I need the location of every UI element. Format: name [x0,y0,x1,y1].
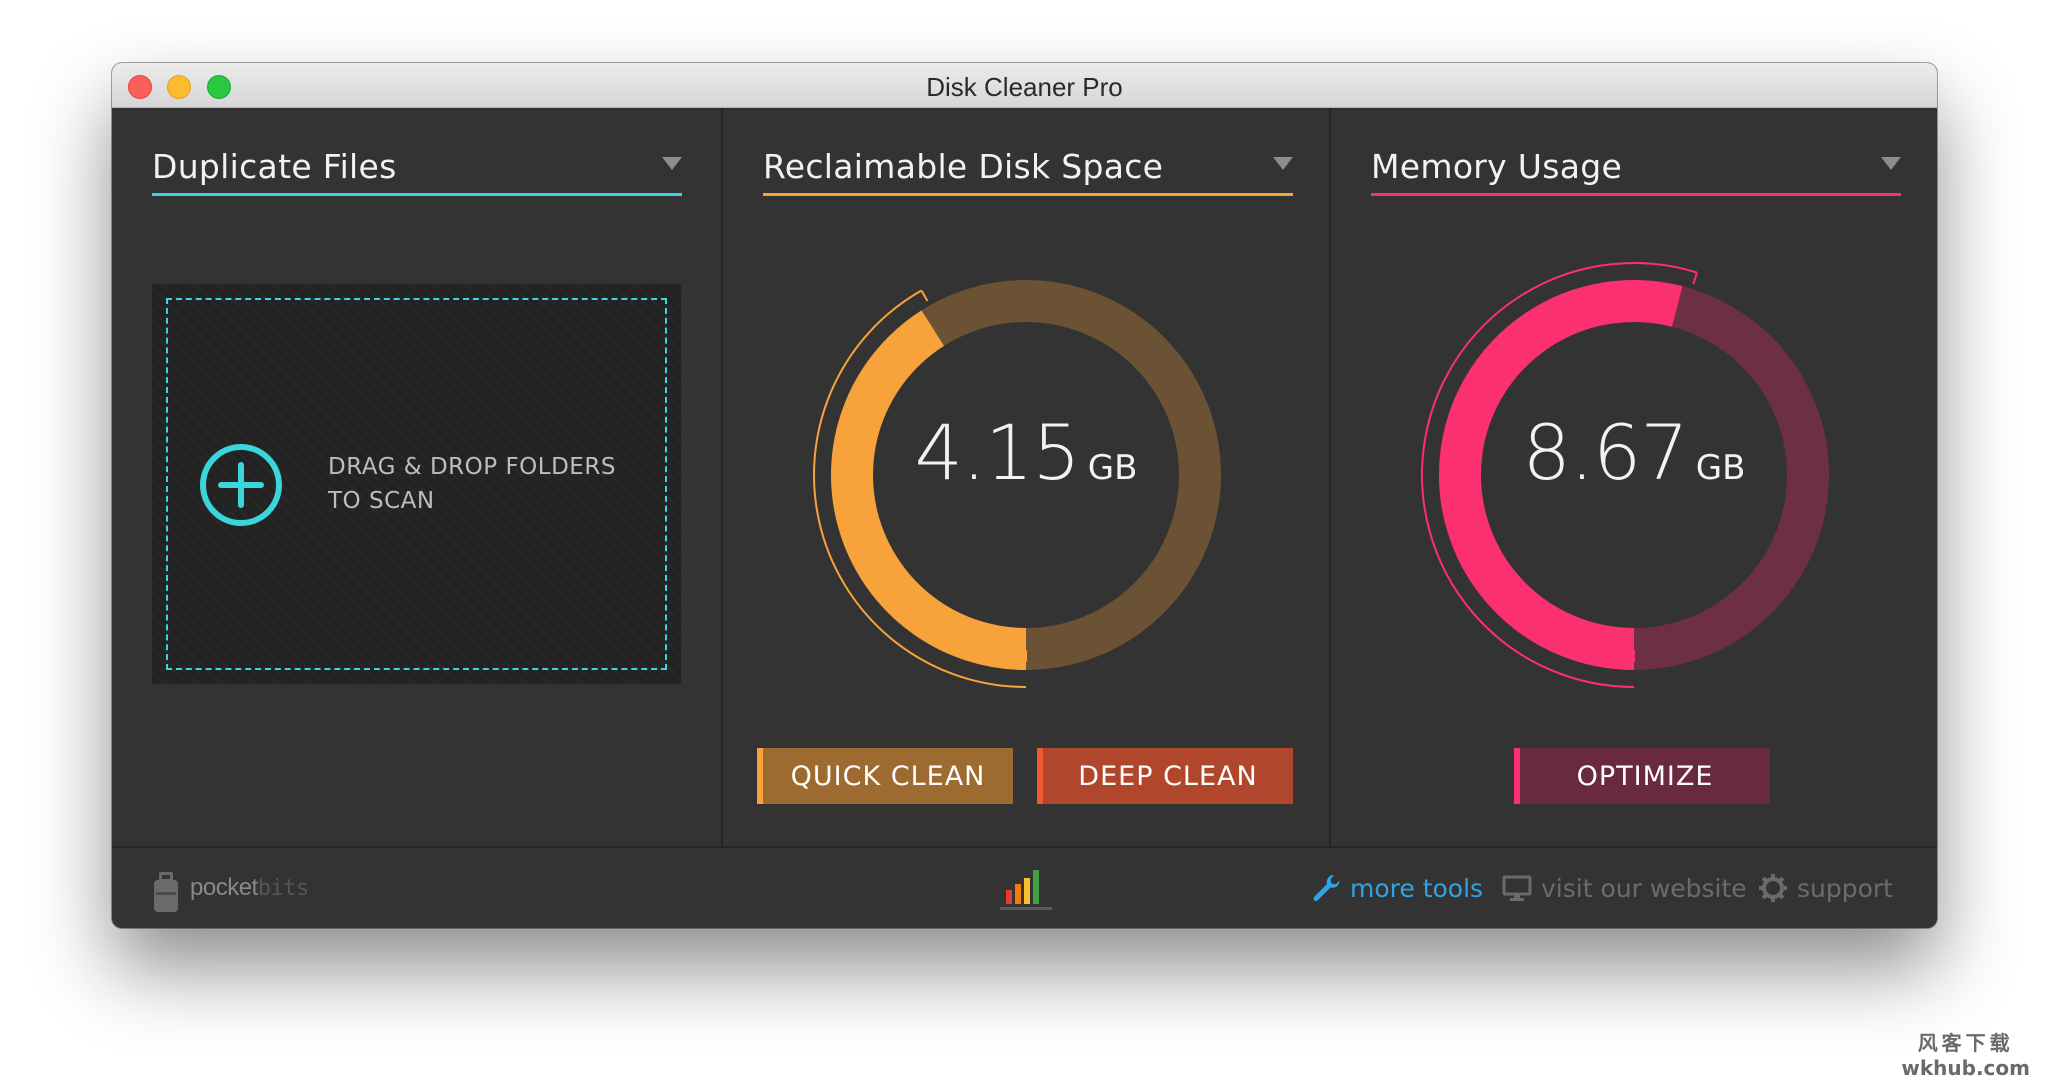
zoom-window-button[interactable] [207,75,231,99]
close-window-button[interactable] [128,75,152,99]
footer-bar: pocketbits more tools [112,846,1937,928]
folder-drop-zone[interactable]: DRAG & DROP FOLDERS TO SCAN [152,284,681,684]
disk-space-gauge: 4.15 GB [801,250,1251,700]
chevron-down-icon[interactable] [662,157,682,170]
memory-usage-header[interactable]: Memory Usage [1371,143,1901,196]
memory-gauge: 8.67 GB [1409,250,1859,700]
deep-clean-button[interactable]: DEEP CLEAN [1037,748,1293,804]
memory-readout: 8.67 GB [1409,408,1859,497]
drop-zone-instructions: DRAG & DROP FOLDERS TO SCAN [328,450,628,518]
title-bar: Disk Cleaner Pro [112,63,1937,108]
visit-website-link[interactable]: visit our website [1501,870,1747,908]
reclaimable-space-title: Reclaimable Disk Space [763,147,1164,186]
wrench-icon [1313,874,1340,901]
duplicate-files-panel: Duplicate Files DRAG & DROP FOLDERS TO S… [112,108,720,846]
memory-usage-title: Memory Usage [1371,147,1623,186]
memory-arc [1438,280,1683,670]
monitor-icon [1502,875,1532,901]
brand-name: pocket [190,874,258,901]
duplicate-files-title: Duplicate Files [152,147,397,186]
more-tools-label: more tools [1350,874,1484,903]
watermark-line1: 风客下载 [1917,1031,2014,1055]
drop-text-line1: DRAG & DROP FOLDERS [328,454,616,480]
gear-icon [1759,874,1787,902]
support-link[interactable]: support [1757,870,1897,908]
memory-ring [1421,262,1829,688]
reclaimable-space-header[interactable]: Reclaimable Disk Space [763,143,1293,196]
chevron-down-icon[interactable] [1273,157,1293,170]
support-label: support [1797,874,1893,903]
disk-space-outer-arc [813,289,1027,688]
disk-space-arc [831,310,1027,670]
pocketbits-wordmark: pocketbits [190,874,309,902]
quick-clean-button[interactable]: QUICK CLEAN [757,748,1013,804]
chevron-down-icon[interactable] [1881,157,1901,170]
optimize-button[interactable]: OPTIMIZE [1514,748,1770,804]
more-tools-link[interactable]: more tools [1310,870,1484,908]
app-window: Disk Cleaner Pro Duplicate Files DRAG & … [112,63,1937,928]
brand-suffix: bits [257,876,309,901]
disk-space-arc-tick [920,290,929,302]
drop-text-line2: TO SCAN [328,488,435,514]
add-circle-icon[interactable] [198,442,284,528]
window-title: Disk Cleaner Pro [926,72,1123,102]
main-content: Duplicate Files DRAG & DROP FOLDERS TO S… [112,108,1937,928]
duplicate-files-header[interactable]: Duplicate Files [152,143,682,196]
disk-space-readout: 4.15 GB [801,408,1251,497]
memory-value: 8.67 [1522,408,1689,497]
drop-zone-dashed-border [166,298,667,670]
minimize-window-button[interactable] [167,75,191,99]
site-watermark: 风客下载 wkhub.com [1901,1027,2030,1080]
visit-website-label: visit our website [1541,874,1747,903]
watermark-line2: wkhub.com [1901,1056,2030,1080]
memory-usage-panel: Memory Usage 8.67 GB OPTIMIZE [1329,108,1937,846]
pocketbits-logo-icon [154,872,178,912]
disk-space-value: 4.15 [914,408,1081,497]
memory-arc-tick [1692,272,1698,285]
reclaimable-space-panel: Reclaimable Disk Space 4.15 GB QUICK CLEA… [721,108,1330,846]
disk-space-unit: GB [1087,448,1138,488]
bar-chart-icon[interactable] [996,864,1056,912]
memory-outer-arc [1421,262,1698,688]
disk-space-ring [813,280,1221,688]
memory-unit: GB [1695,448,1746,488]
